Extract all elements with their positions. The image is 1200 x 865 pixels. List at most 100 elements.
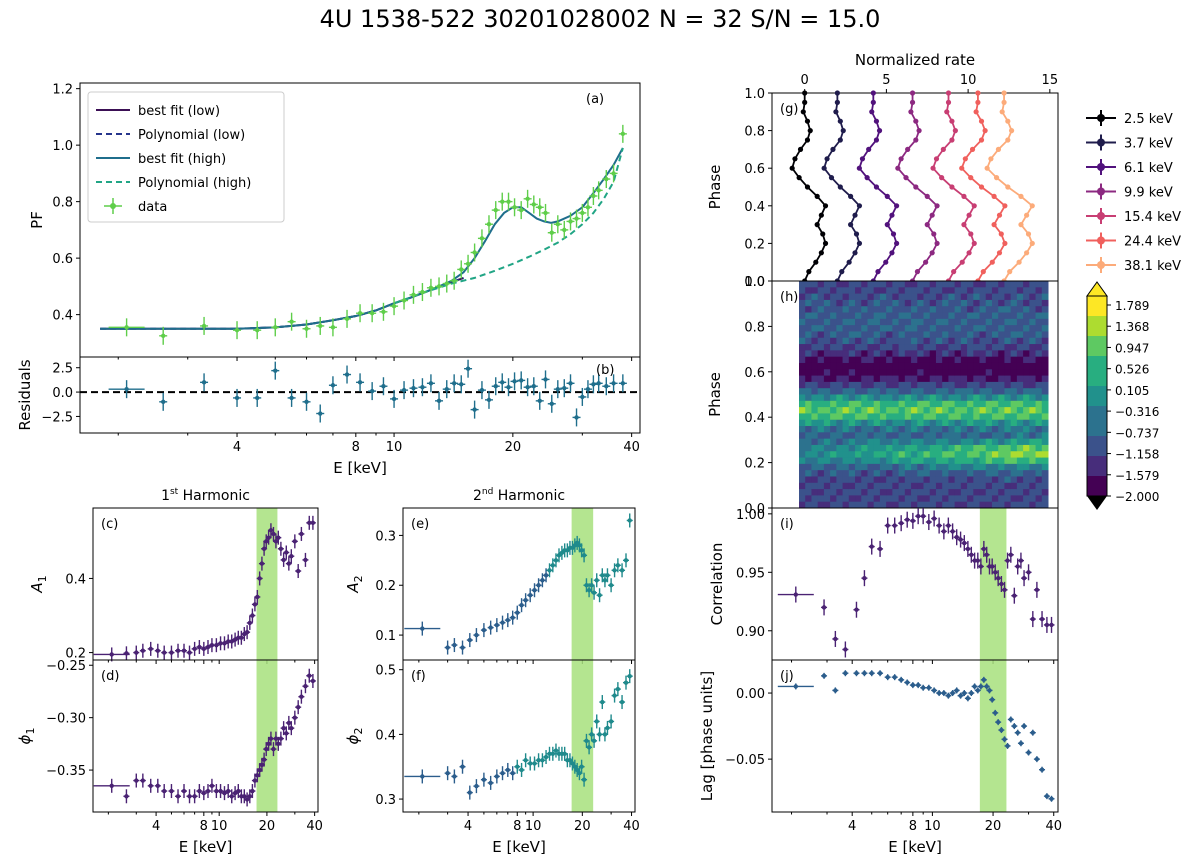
profile-point xyxy=(975,90,981,96)
heatmap-cell xyxy=(879,495,887,503)
heatmap-cell xyxy=(830,394,837,402)
point-j xyxy=(898,676,905,683)
heatmap-cell xyxy=(811,306,819,314)
profile-point xyxy=(996,250,1003,256)
residual-point-marker xyxy=(436,398,442,404)
heatmap-cell xyxy=(830,362,837,370)
heatmap-cell xyxy=(1010,381,1018,389)
heatmap-cell xyxy=(817,470,825,477)
heatmap-cell xyxy=(929,375,937,383)
pf-data-point xyxy=(484,215,493,234)
heatmap-cell xyxy=(1029,318,1037,326)
pf-data-point-marker xyxy=(486,222,492,227)
axes-frame-d xyxy=(92,659,319,813)
heatmap-cell xyxy=(929,356,937,364)
pf-data-point xyxy=(271,318,280,337)
heatmap-cell xyxy=(898,451,906,459)
heatmap-cell xyxy=(811,293,819,301)
residual-point xyxy=(409,379,418,398)
heatmap-cell xyxy=(967,318,974,326)
harmonic-point-e-marker xyxy=(553,558,559,563)
harmonic-point-f xyxy=(531,756,538,771)
heatmap-cell xyxy=(973,407,981,414)
harmonic-point-c xyxy=(291,534,298,549)
heatmap-cell xyxy=(904,337,912,345)
profile-point xyxy=(913,137,919,143)
legend-swatch xyxy=(1097,236,1105,245)
ytick-label-j: −0.05 xyxy=(725,753,765,768)
heatmap-cell xyxy=(817,381,825,389)
heatmap-cell xyxy=(917,381,924,389)
heatmap-cell xyxy=(1010,356,1018,364)
heatmap-cell xyxy=(1041,482,1049,490)
point-i xyxy=(1025,564,1032,581)
heatmap-cell xyxy=(948,457,956,465)
heatmap-cell xyxy=(923,356,931,364)
profile-point xyxy=(914,269,921,275)
harmonic-point-f xyxy=(614,682,621,697)
heatmap-cell xyxy=(985,419,993,427)
heatmap-cell xyxy=(830,331,837,339)
profile-point xyxy=(884,193,890,199)
heatmap-cell xyxy=(948,306,956,314)
residual-point xyxy=(504,378,513,397)
pf-data-point-marker xyxy=(381,309,386,315)
heatmap-cell xyxy=(848,325,856,332)
heatmap-cell xyxy=(799,388,806,395)
heatmap-cell xyxy=(954,438,962,446)
heatmap-cell xyxy=(929,426,937,433)
heatmap-cell xyxy=(836,293,844,301)
point-j-marker xyxy=(910,682,916,688)
profile-point xyxy=(1007,269,1013,275)
heatmap-cell xyxy=(985,495,993,503)
profile-point xyxy=(846,259,852,265)
harmonic-point-e xyxy=(444,640,451,655)
heatmap-cell xyxy=(998,356,1005,364)
heatmap-cell xyxy=(979,426,987,433)
point-i xyxy=(925,514,932,531)
heatmap-cell xyxy=(892,438,900,446)
heatmap-cell xyxy=(879,501,887,509)
point-j-marker xyxy=(993,710,998,716)
residual-point xyxy=(271,361,280,380)
heatmap-cell xyxy=(842,356,850,364)
heatmap-cell xyxy=(1029,489,1037,496)
harmonic-point-c xyxy=(168,645,175,660)
heatmap-cell xyxy=(985,312,993,320)
heatmap-cell xyxy=(973,299,981,307)
heatmap-cell xyxy=(1004,362,1012,370)
pf-data-point-marker xyxy=(512,205,517,210)
heatmap-cell xyxy=(1010,426,1018,433)
point-i-marker xyxy=(1039,616,1045,622)
heatmap-cell xyxy=(879,281,887,288)
harmonic-point-c xyxy=(309,515,316,530)
heatmap-cell xyxy=(1004,400,1012,408)
heatmap-cell xyxy=(898,482,906,490)
heatmap-cell xyxy=(923,407,931,414)
heatmap-cell xyxy=(935,362,943,370)
pf-data-point-marker xyxy=(479,236,485,241)
heatmap-cell xyxy=(1016,356,1024,364)
point-i xyxy=(821,599,828,616)
residual-point-marker xyxy=(506,385,511,390)
residual-point-marker xyxy=(465,366,471,371)
harmonic-point-f-marker xyxy=(481,777,487,782)
heatmap-cell xyxy=(799,495,806,503)
profile-point xyxy=(806,269,812,275)
heatmap-cell xyxy=(960,362,968,370)
heatmap-cell xyxy=(1029,331,1037,339)
heatmap-cell xyxy=(998,362,1005,370)
heatmap-cell xyxy=(1029,388,1037,395)
harmonic-point-e xyxy=(593,573,600,588)
heatmap-cell xyxy=(842,299,850,307)
harmonic-point-f-marker xyxy=(619,699,625,705)
heatmap-cell xyxy=(842,413,850,421)
ytick-label-h: 0.6 xyxy=(744,366,765,381)
profile-point xyxy=(807,128,813,134)
heatmap-cell xyxy=(991,451,999,459)
harmonic-point-c-marker xyxy=(201,646,207,652)
heatmap-cell xyxy=(830,413,837,421)
heatmap-cell xyxy=(979,318,987,326)
heatmap-cell xyxy=(973,482,981,490)
heatmap-cell xyxy=(861,444,868,452)
